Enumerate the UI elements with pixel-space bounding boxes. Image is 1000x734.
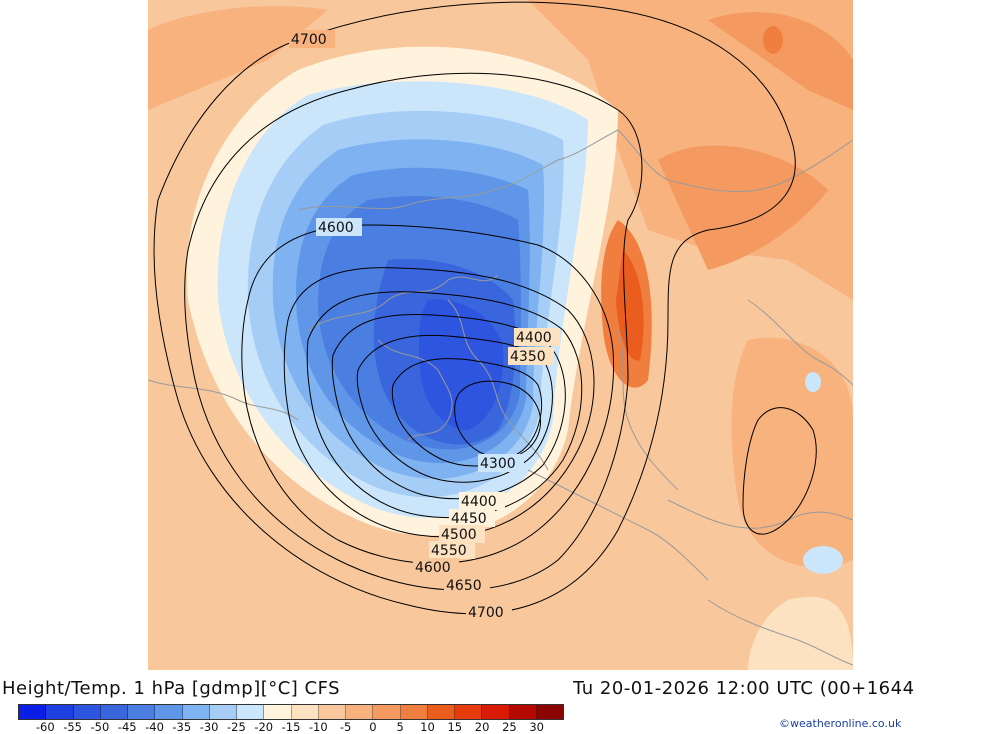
label-bg <box>289 30 335 48</box>
colorbar-tick-label: -30 <box>199 720 219 734</box>
contour-4700 <box>153 1 796 615</box>
shade-cool-se <box>748 596 853 670</box>
height-temp-map: 4700 4600 4400 4350 4300 4400 4450 4500 … <box>148 0 853 670</box>
colorbar-swatch <box>346 705 374 719</box>
colorbar-tick-label: -45 <box>117 720 137 734</box>
shade-warm-nw <box>148 6 328 111</box>
colorbar-tick-label: 0 <box>369 720 377 734</box>
colorbar-tick-label: -5 <box>339 720 352 734</box>
contour-4400 <box>356 334 553 483</box>
contour-4500 <box>306 291 583 518</box>
colorbar-swatch <box>19 705 47 719</box>
contour-label-4600-top: 4600 <box>318 220 354 236</box>
contour-label-4450: 4450 <box>451 511 487 527</box>
colorbar-swatch <box>155 705 183 719</box>
shade-warm-ne2 <box>708 12 853 111</box>
map-area: 4700 4600 4400 4350 4300 4400 4450 4500 … <box>148 0 853 670</box>
colorbar-tick-label: -60 <box>35 720 55 734</box>
map-title: Height/Temp. 1 hPa [gdmp][°C] CFS <box>2 678 341 699</box>
contours <box>153 1 817 615</box>
label-bg <box>514 328 560 346</box>
colorbar-tick-label: 15 <box>447 720 463 734</box>
label-bg <box>449 509 495 527</box>
shade-vortex-core2 <box>418 299 504 430</box>
label-bg <box>459 492 505 510</box>
colorbar-swatch <box>427 705 455 719</box>
valid-time: Tu 20-01-2026 12:00 UTC (00+1644 <box>573 678 915 699</box>
label-bg <box>478 454 524 472</box>
label-bg <box>444 576 490 594</box>
contour-4350 <box>391 358 542 467</box>
contour-4450 <box>331 313 566 500</box>
label-bg <box>466 603 512 621</box>
colorbar-tick-labels: -60 -55 -50 -45 -40 -35 -30 -25 -20 -15 -10 -5 0 5 10 1… <box>18 720 578 734</box>
shade-warm-e <box>658 145 828 270</box>
contour-4650 <box>184 72 643 591</box>
label-bg <box>439 525 485 543</box>
colorbar-tick-label: 30 <box>529 720 545 734</box>
label-bg <box>413 558 459 576</box>
shade-warm-se <box>731 337 853 568</box>
colorbar-tick-label: 25 <box>502 720 517 734</box>
colorbar-swatch <box>264 705 292 719</box>
coastlines <box>148 129 853 666</box>
contour-label-4300: 4300 <box>480 456 516 472</box>
contour-4550 <box>283 267 595 538</box>
label-bg <box>429 541 475 559</box>
colorbar-swatch <box>237 705 265 719</box>
colorbar-swatch <box>373 705 401 719</box>
colorbar-tick-label: 5 <box>396 720 404 734</box>
colorbar-swatch <box>46 705 74 719</box>
colorbar-tick-label: 20 <box>474 720 490 734</box>
colorbar-swatch <box>400 705 428 719</box>
colorbar-swatch <box>100 705 128 719</box>
temperature-colorbar <box>18 704 564 720</box>
credit-link[interactable]: ©weatheronline.co.uk <box>779 717 902 730</box>
contour-label-4700-bottom: 4700 <box>468 605 504 621</box>
contour-label-4650: 4650 <box>446 578 482 594</box>
colorbar-swatch <box>509 705 537 719</box>
colorbar-swatch <box>536 705 563 719</box>
colorbar-swatch <box>128 705 156 719</box>
colorbar-tick-label: -55 <box>63 720 82 734</box>
shade-warm-core <box>616 250 644 361</box>
colorbar-tick-label: 10 <box>420 720 435 734</box>
colorbar-swatch <box>318 705 346 719</box>
contour-label-4700-top: 4700 <box>291 32 327 48</box>
colorbar-swatch <box>209 705 237 719</box>
contour-label-4600-lower: 4600 <box>415 560 451 576</box>
colorbar-tick-label: -20 <box>254 720 274 734</box>
colorbar-swatch <box>73 705 101 719</box>
contour-label-4350: 4350 <box>510 349 546 365</box>
contour-trough-se <box>742 407 817 535</box>
colorbar-tick-label: -25 <box>226 720 246 734</box>
colorbar-swatch <box>482 705 510 719</box>
shade-cold-patch-se <box>803 546 843 574</box>
colorbar-swatch <box>291 705 319 719</box>
shade-cold-patch-e <box>805 372 821 392</box>
contour-label-4550: 4550 <box>431 543 467 559</box>
colorbar-swatch <box>455 705 483 719</box>
contour-4300 <box>454 380 542 459</box>
colorbar-tick-label: -50 <box>90 720 110 734</box>
colorbar-tick-label: -10 <box>308 720 328 734</box>
label-bg <box>316 218 362 236</box>
label-bg <box>508 347 554 365</box>
contour-label-4400-lower: 4400 <box>461 494 497 510</box>
shade-warm-patch-ne <box>763 26 783 54</box>
contour-4600 <box>241 224 615 564</box>
colorbar-tick-label: -40 <box>145 720 164 734</box>
colorbar-swatch <box>182 705 210 719</box>
colorbar-tick-label: -15 <box>281 720 301 734</box>
contour-label-4400-upper: 4400 <box>516 330 552 346</box>
contour-label-4500: 4500 <box>441 527 477 543</box>
colorbar-tick-label: -35 <box>172 720 192 734</box>
